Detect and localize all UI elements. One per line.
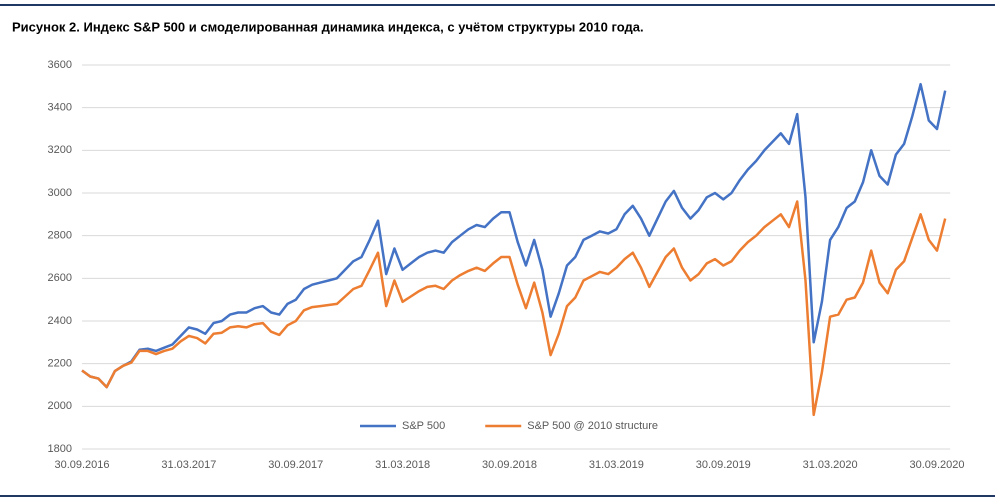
y-tick-label: 2000 (48, 400, 72, 412)
series-line (81, 200, 947, 417)
y-tick-label: 2600 (48, 272, 72, 284)
y-tick-label: 2400 (48, 315, 72, 327)
x-tick-label: 30.09.2018 (482, 459, 537, 471)
x-tick-label: 31.03.2019 (589, 459, 644, 471)
y-tick-label: 3000 (48, 187, 72, 199)
y-tick-label: 3400 (48, 102, 72, 114)
x-tick-label: 30.09.2016 (54, 459, 109, 471)
x-tick-label: 31.03.2020 (803, 459, 858, 471)
x-tick-label: 31.03.2018 (375, 459, 430, 471)
x-tick-label: 31.03.2017 (161, 459, 216, 471)
y-tick-label: 1800 (48, 443, 72, 455)
y-tick-label: 2800 (48, 230, 72, 242)
x-tick-label: 30.09.2020 (909, 459, 964, 471)
chart-title: Рисунок 2. Индекс S&P 500 и смоделирован… (12, 19, 644, 34)
legend-label: S&P 500 (402, 420, 445, 432)
y-tick-label: 2200 (48, 358, 72, 370)
legend-label: S&P 500 @ 2010 structure (527, 420, 658, 432)
y-tick-label: 3200 (48, 144, 72, 156)
series-line (81, 82, 947, 389)
x-tick-label: 30.09.2019 (696, 459, 751, 471)
x-tick-label: 30.09.2017 (268, 459, 323, 471)
y-tick-label: 3600 (48, 59, 72, 71)
